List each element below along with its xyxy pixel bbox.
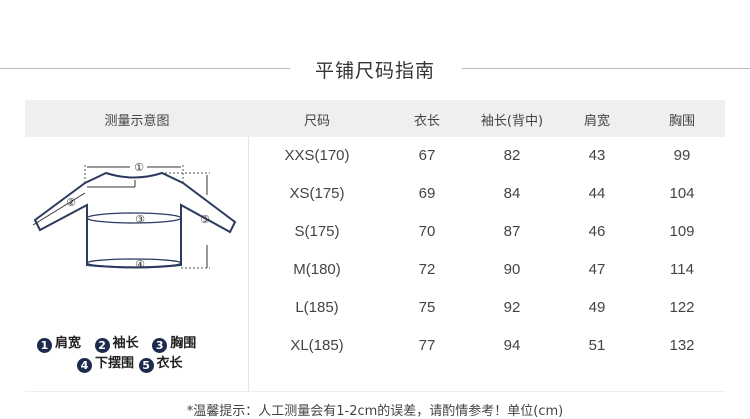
- legend-row-2: 4 下摆围 5 衣长: [77, 352, 183, 373]
- mark-4: ④: [135, 258, 145, 271]
- size-table: 测量示意图 尺码 衣长 袖长(背中) 肩宽 胸围 XXS(170) 67 82 43 9…: [25, 100, 725, 392]
- legend-label: 胸围: [170, 336, 197, 351]
- header-sleeve: 袖长(背中): [480, 114, 544, 129]
- value-cell: 77: [418, 337, 436, 354]
- header-length: 衣长: [413, 114, 441, 129]
- legend-number: 3: [152, 338, 168, 353]
- legend-item: 5 衣长: [138, 356, 183, 373]
- legend-number: 5: [138, 358, 154, 373]
- value-cell: 47: [588, 261, 606, 278]
- size-cell: XL(185): [290, 337, 344, 354]
- legend-item: 2 袖长: [94, 336, 139, 353]
- value-cell: 44: [588, 185, 606, 202]
- value-cell: 82: [503, 147, 521, 164]
- value-cell: 122: [669, 299, 695, 316]
- header-shoulder: 肩宽: [583, 114, 611, 129]
- sweater-diagram: ① ② ③ ⑤ ④: [32, 161, 237, 271]
- value-cell: 92: [503, 299, 521, 316]
- value-cell: 99: [673, 147, 691, 164]
- mark-1: ①: [134, 161, 144, 174]
- mark-2: ②: [66, 196, 76, 209]
- header-chest: 胸围: [668, 114, 696, 129]
- value-cell: 94: [503, 337, 521, 354]
- legend-row-1: 1 肩宽 2 袖长 3 胸围: [37, 332, 196, 353]
- size-cell: XXS(170): [284, 147, 350, 164]
- mark-3: ③: [135, 213, 145, 226]
- value-cell: 72: [418, 261, 436, 278]
- value-cell: 49: [588, 299, 606, 316]
- column-divider: [248, 137, 249, 392]
- table-header: 测量示意图 尺码 衣长 袖长(背中) 肩宽 胸围: [25, 100, 725, 137]
- value-cell: 90: [503, 261, 521, 278]
- legend-item: 1 肩宽: [37, 336, 82, 353]
- page-title: 平铺尺码指南: [314, 60, 435, 82]
- size-cell: S(175): [294, 223, 340, 240]
- mark-5: ⑤: [200, 213, 210, 226]
- header-size: 尺码: [303, 114, 331, 129]
- measurement-note: *温馨提示：人工测量会有1-2cm的误差，请酌情参考！单位(cm): [186, 404, 564, 419]
- size-cell: XS(175): [289, 185, 345, 202]
- value-cell: 69: [418, 185, 436, 202]
- title-divider-right: [462, 68, 750, 69]
- legend-item: 4 下摆围: [77, 356, 135, 373]
- legend-number: 1: [37, 338, 52, 353]
- value-cell: 104: [669, 185, 695, 202]
- value-cell: 109: [669, 223, 695, 240]
- value-cell: 87: [503, 223, 521, 240]
- legend-item: 3 胸围: [152, 336, 197, 353]
- value-cell: 51: [588, 337, 606, 354]
- value-cell: 75: [418, 299, 436, 316]
- legend-number: 4: [77, 358, 92, 373]
- legend-label: 肩宽: [55, 336, 82, 351]
- legend-label: 下摆围: [95, 356, 135, 371]
- value-cell: 43: [588, 147, 606, 164]
- value-cell: 84: [503, 185, 521, 202]
- size-cell: M(180): [293, 261, 341, 278]
- value-cell: 67: [418, 147, 436, 164]
- value-cell: 70: [418, 223, 436, 240]
- table-bottom-border: [25, 391, 725, 392]
- value-cell: 132: [669, 337, 695, 354]
- title-divider-left: [0, 68, 290, 69]
- legend-label: 袖长: [112, 336, 139, 351]
- value-cell: 114: [670, 261, 694, 278]
- value-cell: 46: [588, 223, 606, 240]
- size-cell: L(185): [295, 299, 339, 316]
- legend-number: 2: [94, 338, 110, 353]
- header-diagram: 测量示意图: [104, 114, 170, 129]
- legend-label: 衣长: [156, 356, 183, 371]
